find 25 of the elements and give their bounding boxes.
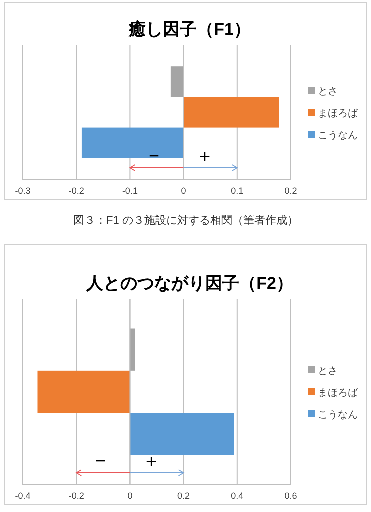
- legend-label: とさ: [318, 86, 338, 98]
- annotation: −: [95, 451, 106, 471]
- legend-label: こうなん: [318, 410, 358, 421]
- legend-label: まほろば: [318, 388, 358, 399]
- tick-label: -0.4: [15, 491, 31, 501]
- tick-label: 0: [128, 491, 133, 501]
- annotation: −: [149, 146, 160, 166]
- tick-label: -0.2: [68, 491, 84, 501]
- tick-label: -0.2: [68, 186, 84, 196]
- annotation: ＋: [196, 146, 214, 166]
- tick-label: 0.2: [284, 186, 298, 196]
- tick-label: -0.1: [122, 186, 138, 196]
- title: 人とのつながり因子（F2）: [86, 274, 294, 293]
- tick-label: -0.3: [15, 186, 31, 196]
- tick-label: 0.6: [284, 491, 298, 501]
- legend-label: こうなん: [318, 130, 358, 142]
- tick-label: 0.2: [178, 491, 190, 501]
- tick-label: 0.1: [231, 186, 244, 196]
- legend-label: とさ: [318, 366, 338, 377]
- tick-label: 0: [181, 186, 186, 196]
- annotation: ＋: [142, 451, 161, 471]
- annotation: 図３：F1 の３施設に対する相関（筆者作成）: [74, 215, 298, 227]
- legend-label: まほろば: [318, 108, 358, 120]
- tick-label: 0.4: [231, 491, 244, 501]
- title: 癒し因子（F1）: [129, 20, 251, 39]
